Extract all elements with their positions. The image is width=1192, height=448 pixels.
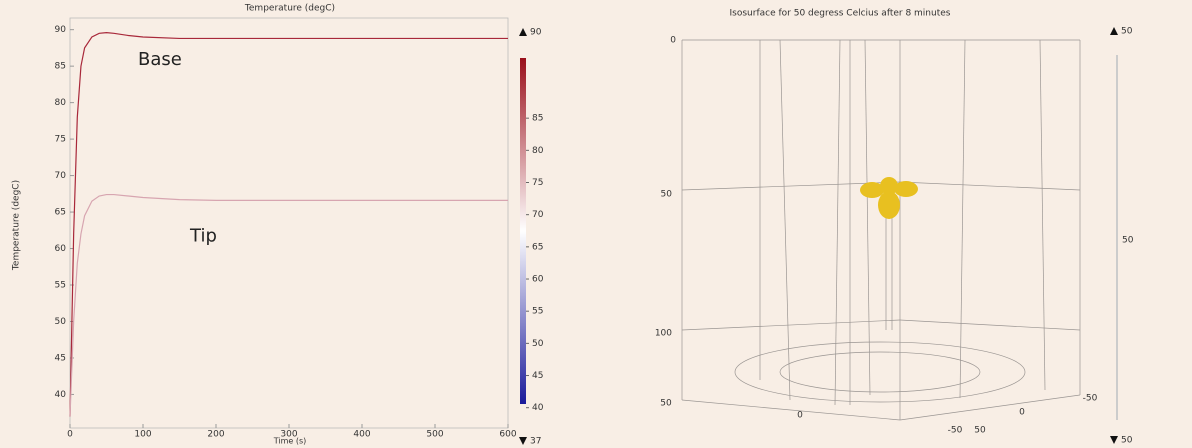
x-tick-label: 0 [67,430,73,440]
colorbar-max: 50 [1121,27,1133,37]
colorbar-tick-label: 75 [532,178,543,188]
x-tick-label: 400 [353,430,370,440]
y-tick-label: 85 [55,62,66,72]
colorbar-max: 90 [530,28,542,38]
plot-frame [70,18,508,428]
isosurface [860,177,918,219]
figure: Temperature (degC) Time (s) Temperature … [0,0,1192,448]
y-tick-label: 80 [55,98,67,108]
axis-tick-label: 0 [670,36,676,46]
max-marker [1110,27,1118,35]
series-label: Base [138,49,182,70]
y-tick-label: 75 [55,135,66,145]
y-tick-label: 60 [55,244,67,254]
series-line [70,33,508,417]
max-marker [519,28,527,36]
colorbar-min: 50 [1121,436,1133,446]
colorbar-tick-label: 65 [532,242,543,252]
axis-tick-label: 50 [660,399,672,409]
min-marker [519,437,527,445]
series-line [70,195,508,417]
colorbar-tick-label: 85 [532,114,543,124]
axis-tick-label: -50 [948,426,963,436]
colorbar-tick-label: 55 [532,307,543,317]
x-tick-label: 200 [207,430,224,440]
series-label: Tip [189,225,217,246]
y-tick-label: 90 [55,25,67,35]
y-tick-label: 50 [55,317,67,327]
x-tick-label: 600 [499,430,516,440]
colorbar-tick-label: 70 [532,210,544,220]
chart-title: Temperature (degC) [244,4,335,14]
y-tick-label: 70 [55,171,67,181]
chart-title: Isosurface for 50 degress Celcius after … [730,9,951,19]
x-tick-label: 300 [280,430,297,440]
axis-tick-label: 50 [974,426,986,436]
colorbar-tick-label: 80 [532,146,544,156]
wireframe [682,40,1080,420]
colorbar-tick-label: 60 [532,275,544,285]
axis-tick-label: 100 [655,329,672,339]
y-tick-label: 40 [55,390,67,400]
axis-tick-label: 50 [661,190,673,200]
y-tick-label: 65 [55,208,66,218]
x-tick-label: 100 [134,430,151,440]
y-tick-label: 55 [55,281,66,291]
colorbar-tick-label: 50 [1122,236,1134,246]
axis-tick-label: 0 [797,411,803,421]
x-tick-label: 500 [426,430,443,440]
min-marker [1110,436,1118,444]
colorbar-tick-label: 40 [532,403,544,413]
colorbar-tick-label: 50 [532,339,544,349]
colorbar-tick-label: 45 [532,371,543,381]
color-bar [520,58,526,404]
y-axis-label: Temperature (degC) [12,180,22,271]
colorbar-min: 37 [530,437,541,447]
axis-tick-label: 0 [1019,408,1025,418]
y-tick-label: 45 [55,353,66,363]
axis-tick-label: -50 [1083,394,1098,404]
